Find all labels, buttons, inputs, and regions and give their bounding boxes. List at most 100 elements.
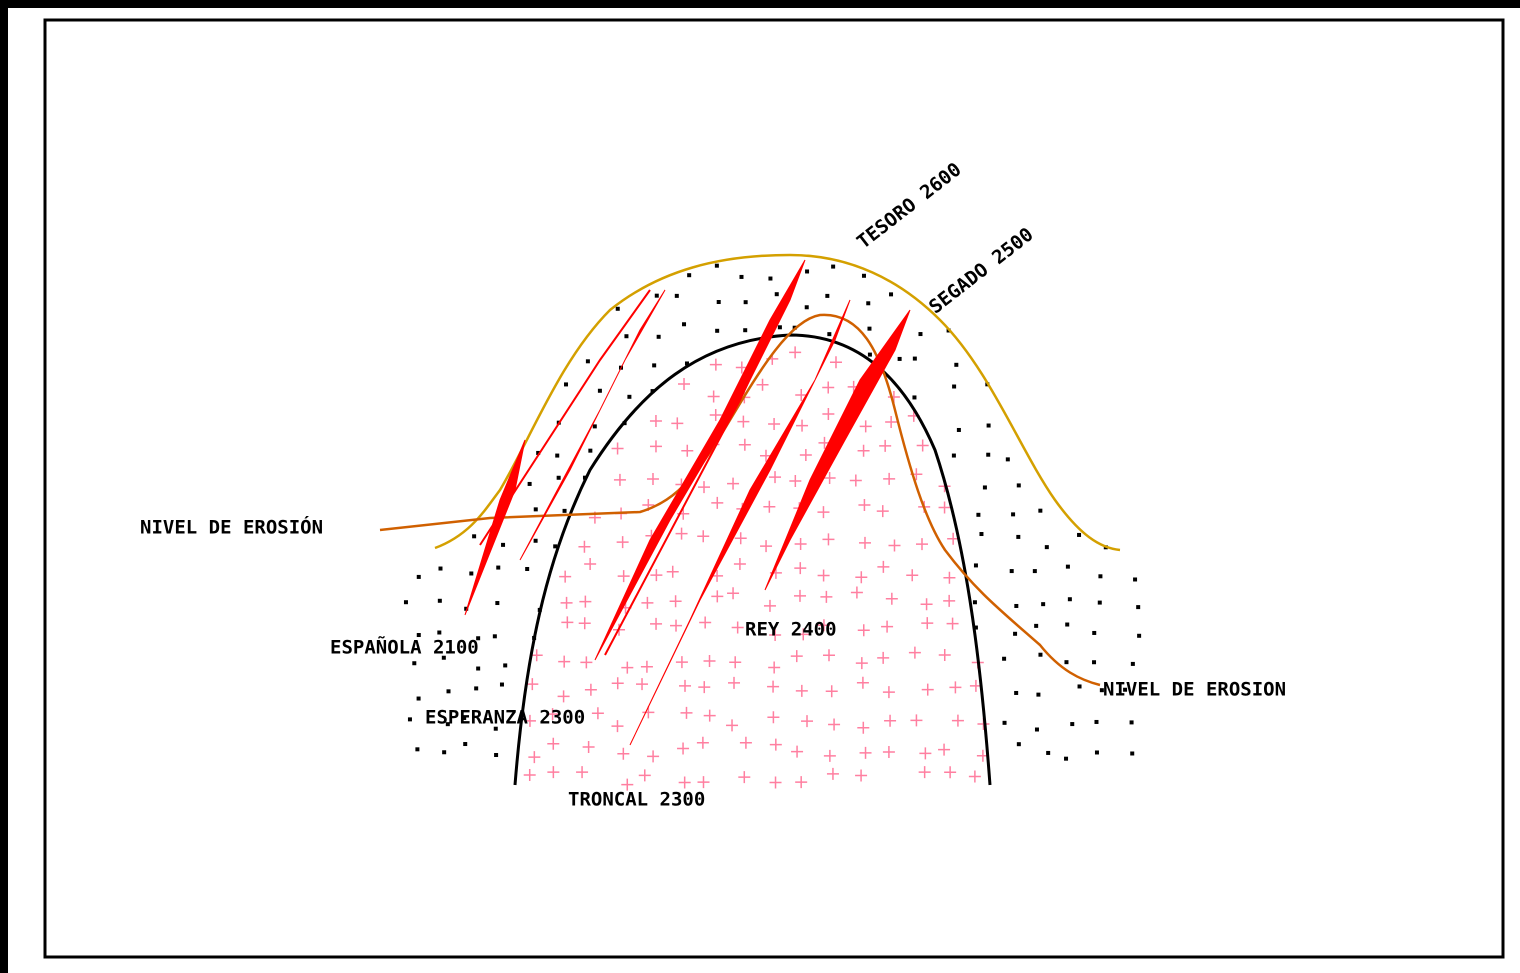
host-dot — [656, 334, 661, 339]
host-dot — [1044, 545, 1049, 550]
granite-cross — [678, 378, 691, 391]
host-dot — [1038, 508, 1043, 513]
granite-cross — [938, 648, 951, 661]
granite-cross — [795, 388, 808, 401]
host-dot — [716, 300, 721, 305]
granite-cross — [856, 676, 869, 689]
host-dot — [1067, 597, 1072, 602]
granite-cross — [649, 440, 662, 453]
host-dot — [441, 655, 446, 660]
granite-cross — [756, 378, 769, 391]
granite-cross — [908, 646, 921, 659]
granite-cross — [882, 686, 895, 699]
host-dot — [1014, 603, 1019, 608]
granite-cross — [768, 661, 781, 674]
granite-cross — [526, 678, 539, 691]
host-dot — [445, 722, 450, 727]
granite-cross — [855, 769, 868, 782]
granite-cross — [678, 776, 691, 789]
granite-cross — [919, 747, 932, 760]
host-dot — [867, 326, 872, 331]
granite-cross — [739, 736, 752, 749]
inner-frame — [43, 18, 1505, 959]
granite-cross — [696, 736, 709, 749]
granite-cross — [951, 714, 964, 727]
granite-cross — [943, 594, 956, 607]
granite-cross — [711, 496, 724, 509]
granite-cross — [769, 738, 782, 751]
granite-cross — [738, 438, 751, 451]
granite-cross — [737, 415, 750, 428]
host-dot — [1094, 719, 1099, 724]
host-dot — [416, 574, 421, 579]
host-dot — [476, 666, 481, 671]
granite-cross — [829, 356, 842, 369]
granite-cross — [796, 419, 809, 432]
granite-cross — [760, 540, 773, 553]
host-dot — [954, 362, 959, 367]
granite-cross — [611, 720, 624, 733]
vein-label: ESPERANZA 2300 — [425, 707, 585, 729]
granite-cross — [734, 532, 747, 545]
host-dot — [472, 534, 477, 539]
host-dot — [739, 274, 744, 279]
granite-cross — [680, 706, 693, 719]
host-dot — [1077, 532, 1082, 537]
host-dot — [1016, 742, 1021, 747]
granite-cross — [679, 679, 692, 692]
granite-cross — [850, 586, 863, 599]
granite-cross — [881, 620, 894, 633]
host-dot — [501, 542, 506, 547]
granite-cross — [883, 472, 896, 485]
granite-cross — [670, 619, 683, 632]
granite-cross — [711, 590, 724, 603]
host-dot — [827, 332, 832, 337]
granite-cross — [638, 769, 651, 782]
host-dot — [1032, 569, 1037, 574]
host-dot — [1036, 692, 1041, 697]
granite-cross — [731, 621, 744, 634]
host-dot — [1137, 633, 1142, 638]
host-dot — [1130, 661, 1135, 666]
host-dot — [1034, 623, 1039, 628]
host-dot — [861, 273, 866, 278]
host-dot — [494, 753, 499, 758]
host-dot — [492, 634, 497, 639]
vein — [464, 439, 526, 616]
granite-cross — [857, 624, 870, 637]
granite-cross — [968, 770, 981, 783]
granite-cross — [546, 708, 559, 721]
host-dot — [533, 538, 538, 543]
host-dot — [1077, 684, 1082, 689]
granite-cross — [916, 439, 929, 452]
granite-cross — [709, 409, 722, 422]
granite-cross — [769, 471, 782, 484]
granite-cross — [727, 587, 740, 600]
granite-cross — [557, 690, 570, 703]
vein-label: ESPAÑOLA 2100 — [330, 635, 479, 659]
granite-cross — [817, 506, 830, 519]
host-dot — [588, 448, 593, 453]
granite-cross — [616, 536, 629, 549]
host-dot — [1016, 534, 1021, 539]
host-dot — [416, 633, 421, 638]
granite-cross — [617, 747, 630, 760]
granite-cross — [855, 657, 868, 670]
host-dot — [536, 450, 541, 455]
granite-cross — [876, 505, 889, 518]
granite-cross — [649, 415, 662, 428]
veins — [464, 259, 911, 746]
host-dot — [1133, 577, 1138, 582]
host-dot — [1070, 722, 1075, 727]
host-dot — [1094, 750, 1099, 755]
granite-cross — [769, 776, 782, 789]
host-dot — [912, 356, 917, 361]
granite-cross — [789, 475, 802, 487]
host-dot — [556, 475, 561, 480]
host-dot — [496, 565, 501, 570]
granite-cross — [794, 562, 807, 575]
granite-cross — [698, 681, 711, 694]
granite-cross — [859, 420, 872, 433]
host-dot — [831, 264, 836, 269]
host-dot — [973, 563, 978, 568]
